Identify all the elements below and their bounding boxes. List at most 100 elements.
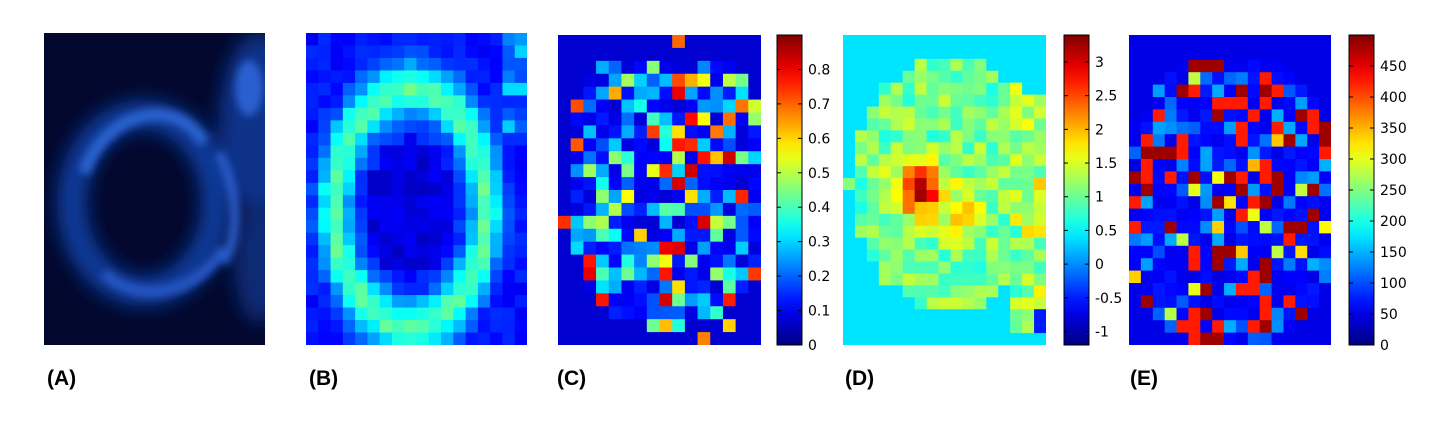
heatmap-cell (441, 295, 454, 309)
heatmap-cell (659, 177, 673, 191)
heatmap-cell (1176, 295, 1189, 309)
heatmap-cell (477, 107, 491, 121)
panel-c-label: (C) (557, 367, 587, 390)
heatmap-cell (1259, 258, 1273, 272)
heatmap-cell (355, 282, 368, 296)
heatmap-cell (914, 35, 928, 48)
heatmap-cell (710, 280, 724, 294)
heatmap-cell (1283, 221, 1296, 234)
heatmap-cell (710, 125, 724, 139)
heatmap-cell (866, 58, 880, 72)
heatmap-cell (1259, 245, 1273, 259)
heatmap-cell (659, 35, 673, 49)
heatmap-cell (1176, 47, 1189, 61)
heatmap-cell (1176, 183, 1189, 197)
heatmap-cell (355, 120, 368, 134)
heatmap-cell (502, 107, 516, 121)
heatmap-cell (1212, 221, 1225, 234)
heatmap-cell (697, 293, 711, 307)
heatmap-cell (583, 151, 597, 165)
heatmap-cell (998, 321, 1011, 334)
heatmap-cell (1259, 183, 1273, 197)
heatmap-cell (596, 177, 610, 191)
heatmap-cell (1188, 47, 1201, 61)
heatmap-cell (1188, 159, 1201, 172)
heatmap-cell (1140, 295, 1154, 309)
heatmap-cell (1022, 225, 1035, 239)
heatmap-cell (416, 57, 430, 71)
heatmap-cell (854, 70, 868, 84)
heatmap-cell (465, 33, 479, 46)
heatmap-cell (355, 170, 368, 184)
heatmap-cell (558, 190, 572, 204)
heatmap-cell (962, 94, 975, 108)
heatmap-cell (1140, 159, 1154, 172)
heatmap-cell (684, 319, 699, 333)
heatmap-cell (914, 70, 928, 84)
heatmap-cell (502, 120, 516, 134)
heatmap-cell (748, 47, 761, 62)
heatmap-cell (866, 213, 880, 227)
heatmap-cell (866, 237, 880, 251)
heatmap-cell (379, 207, 393, 221)
heatmap-cell (1235, 307, 1249, 321)
heatmap-cell (306, 332, 319, 345)
heatmap-cell (1247, 320, 1261, 334)
heatmap-cell (1176, 332, 1189, 345)
heatmap-cell (1010, 297, 1023, 310)
heatmap-cell (1307, 171, 1320, 185)
heatmap-cell (854, 333, 868, 345)
heatmap-cell (1152, 134, 1166, 148)
heatmap-cell (1212, 109, 1225, 123)
heatmap-cell (342, 307, 356, 321)
heatmap-cell (998, 213, 1011, 227)
heatmap-cell (1224, 134, 1237, 148)
heatmap-cell (1200, 320, 1213, 334)
heatmap-cell (330, 170, 344, 184)
heatmap-cell (659, 47, 673, 62)
heatmap-cell (659, 60, 673, 75)
heatmap-cell (697, 332, 711, 345)
heatmap-cell (878, 118, 892, 131)
heatmap-cell (914, 225, 928, 239)
heatmap-cell (998, 130, 1011, 143)
heatmap-cell (441, 157, 454, 171)
heatmap-cell (722, 112, 737, 126)
heatmap-cell (1247, 270, 1261, 284)
heatmap-cell (1129, 84, 1142, 98)
heatmap-cell (962, 82, 975, 96)
heatmap-cell (672, 35, 686, 49)
heatmap-cell (1212, 97, 1225, 110)
heatmap-cell (1319, 134, 1331, 148)
heatmap-cell (684, 99, 699, 113)
heatmap-cell (465, 195, 479, 209)
heatmap-cell (684, 254, 699, 268)
heatmap-cell (1295, 72, 1308, 86)
heatmap-cell (477, 95, 491, 109)
heatmap-cell (974, 130, 987, 143)
heatmap-cell (866, 321, 880, 334)
heatmap-cell (1152, 72, 1166, 86)
heatmap-cell (379, 182, 393, 196)
heatmap-cell (1247, 97, 1261, 110)
heatmap-cell (902, 237, 916, 251)
heatmap-cell (843, 46, 856, 60)
colorbar-tick-label: 0 (1095, 257, 1104, 273)
heatmap-cell (404, 70, 417, 84)
heatmap-cell (843, 237, 856, 251)
heatmap-cell (1307, 320, 1320, 334)
heatmap-cell (318, 33, 332, 46)
heatmap-cell (1010, 237, 1023, 251)
heatmap-cell (1164, 146, 1178, 160)
heatmap-cell (1319, 283, 1331, 296)
heatmap-cell (1022, 118, 1035, 131)
heatmap-cell (986, 333, 999, 345)
heatmap-cell (514, 70, 527, 84)
heatmap-cell (441, 332, 454, 345)
heatmap-cell (1235, 134, 1249, 148)
heatmap-cell (962, 261, 975, 274)
heatmap-cell (1022, 201, 1035, 215)
heatmap-cell (1224, 97, 1237, 110)
heatmap-cell (621, 112, 635, 126)
heatmap-cell (914, 130, 928, 143)
